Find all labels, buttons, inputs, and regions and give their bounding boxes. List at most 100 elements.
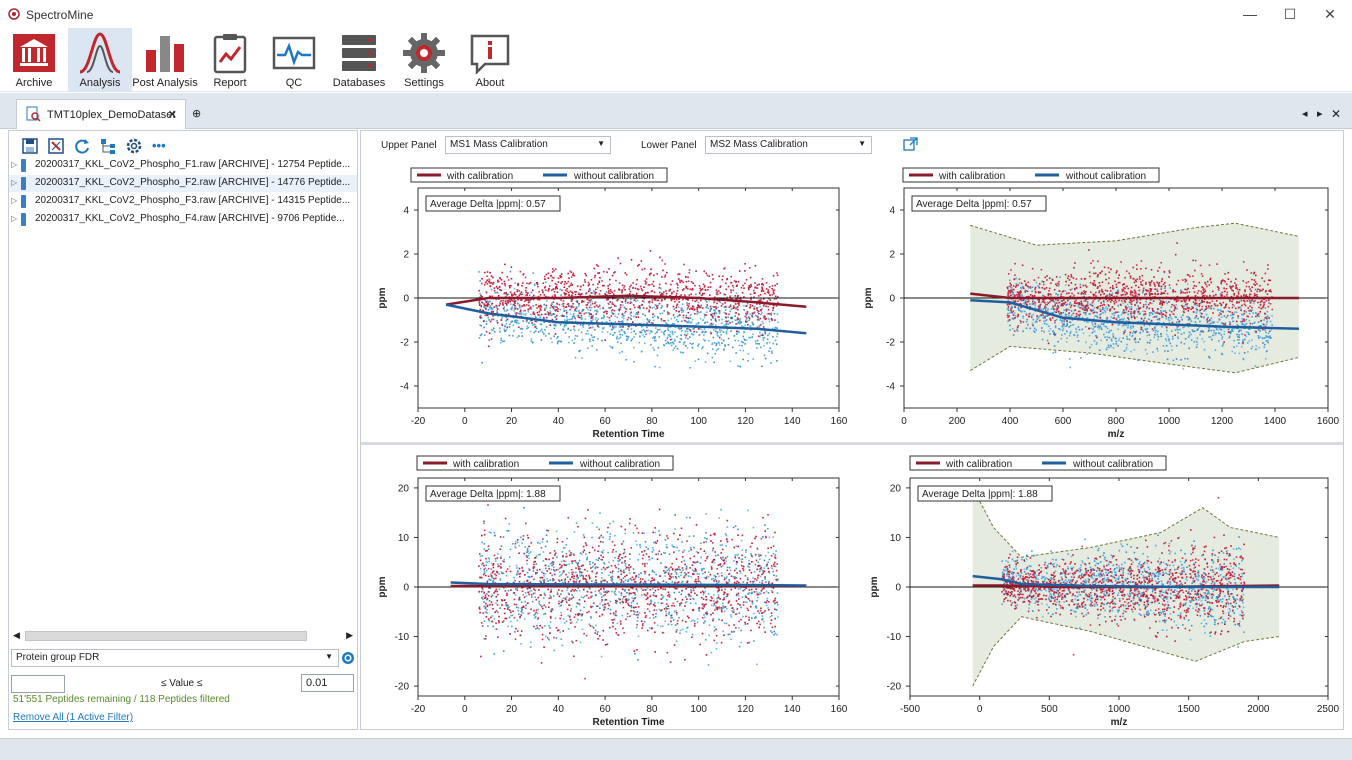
upper-panel-select[interactable]: MS1 Mass Calibration ▼ bbox=[445, 136, 611, 154]
ribbon-report-button[interactable]: Report bbox=[204, 28, 256, 92]
data-point bbox=[1223, 341, 1225, 343]
data-point bbox=[776, 327, 778, 329]
file-list-item[interactable]: ▷ 20200317_KKL_CoV2_Phospho_F4.raw [ARCH… bbox=[9, 211, 357, 228]
data-point bbox=[1026, 295, 1028, 298]
scroll-left-arrow-icon[interactable]: ◀ bbox=[13, 630, 20, 640]
data-point bbox=[774, 319, 776, 321]
data-point bbox=[699, 289, 702, 292]
data-point bbox=[485, 280, 488, 283]
remove-all-filters-link[interactable]: Remove All (1 Active Filter) bbox=[13, 712, 134, 723]
data-point bbox=[483, 304, 486, 307]
raw-file-icon bbox=[21, 177, 26, 190]
data-point bbox=[644, 283, 647, 285]
expand-arrow-icon[interactable]: ▷ bbox=[11, 160, 18, 169]
data-point bbox=[1126, 292, 1128, 294]
data-point bbox=[1078, 316, 1081, 318]
settings-gear-icon[interactable] bbox=[125, 137, 143, 155]
data-point bbox=[1208, 307, 1210, 309]
expand-arrow-icon[interactable]: ▷ bbox=[11, 214, 18, 223]
data-point bbox=[526, 293, 528, 296]
data-point bbox=[742, 581, 745, 583]
tab-close-icon[interactable]: ✕ bbox=[167, 109, 177, 121]
scroll-right-arrow-icon[interactable]: ▶ bbox=[346, 630, 353, 640]
file-list-item[interactable]: ▷ 20200317_KKL_CoV2_Phospho_F1.raw [ARCH… bbox=[9, 157, 357, 174]
data-point bbox=[696, 573, 699, 575]
data-point bbox=[639, 331, 642, 333]
data-point bbox=[1130, 290, 1133, 293]
file-list-item[interactable]: ▷ 20200317_KKL_CoV2_Phospho_F3.raw [ARCH… bbox=[9, 193, 357, 210]
data-point bbox=[1096, 275, 1099, 278]
data-point bbox=[1103, 309, 1106, 312]
data-point bbox=[1068, 279, 1071, 281]
data-point bbox=[565, 313, 568, 315]
data-point bbox=[1106, 322, 1109, 324]
dataset-icon bbox=[26, 106, 41, 122]
data-point bbox=[595, 317, 598, 319]
filter-field-select[interactable]: Protein group FDR ▼ bbox=[11, 649, 339, 667]
ribbon-about-button[interactable]: About bbox=[464, 28, 516, 92]
data-point bbox=[682, 351, 684, 354]
data-point bbox=[618, 330, 621, 332]
data-point bbox=[496, 320, 498, 322]
tab-tmt10plex-demodataset[interactable]: TMT10plex_DemoDataset ✕ bbox=[16, 99, 186, 129]
filter-max-input[interactable]: 0.01 bbox=[301, 674, 354, 692]
data-point bbox=[641, 329, 643, 332]
data-point bbox=[676, 335, 678, 338]
expand-arrow-icon[interactable]: ▷ bbox=[11, 196, 18, 205]
scrollbar-thumb[interactable] bbox=[25, 631, 307, 641]
data-point bbox=[673, 308, 676, 310]
lower-panel-select[interactable]: MS2 Mass Calibration ▼ bbox=[705, 136, 872, 154]
data-point bbox=[706, 321, 709, 324]
data-point bbox=[520, 299, 522, 301]
scroll-right-icon[interactable]: ▸ bbox=[1317, 108, 1323, 120]
data-point bbox=[1271, 308, 1274, 311]
qc-icon bbox=[272, 36, 316, 70]
expand-arrow-icon[interactable]: ▷ bbox=[11, 178, 18, 187]
ribbon-qc-button[interactable]: QC bbox=[268, 28, 320, 92]
more-options-icon[interactable]: ••• bbox=[152, 138, 166, 153]
refresh-icon[interactable] bbox=[73, 137, 91, 155]
ribbon-settings-button[interactable]: Settings bbox=[398, 28, 450, 92]
ribbon-post-analysis-button[interactable]: Post Analysis bbox=[132, 28, 198, 92]
add-tab-icon[interactable]: ⊕ bbox=[192, 108, 202, 120]
horizontal-scrollbar[interactable]: ◀ ▶ bbox=[11, 629, 355, 643]
data-point bbox=[1151, 293, 1154, 295]
data-point bbox=[637, 306, 639, 309]
data-point bbox=[1231, 328, 1233, 331]
close-all-tabs-icon[interactable]: ✕ bbox=[1331, 107, 1342, 121]
ribbon-analysis-button[interactable]: Analysis bbox=[68, 28, 132, 92]
data-point bbox=[751, 313, 754, 316]
data-point bbox=[1093, 317, 1095, 320]
data-point bbox=[1069, 316, 1072, 318]
filter-min-input[interactable] bbox=[11, 675, 65, 693]
data-point bbox=[1068, 334, 1071, 337]
y-tick-label: 4 bbox=[403, 206, 409, 217]
data-point bbox=[1110, 338, 1113, 340]
data-point bbox=[581, 301, 583, 303]
close-button[interactable]: ✕ bbox=[1324, 5, 1336, 22]
minimize-button[interactable]: — bbox=[1243, 6, 1257, 22]
maximize-button[interactable]: ☐ bbox=[1283, 5, 1297, 22]
tree-view-icon[interactable] bbox=[99, 137, 117, 155]
data-point bbox=[1267, 283, 1269, 286]
save-icon[interactable] bbox=[21, 137, 39, 155]
data-point bbox=[749, 307, 751, 309]
data-point bbox=[1068, 312, 1071, 314]
data-point bbox=[1094, 283, 1096, 286]
data-point bbox=[553, 269, 555, 272]
info-icon[interactable] bbox=[341, 651, 355, 665]
data-point bbox=[1186, 303, 1189, 305]
data-point bbox=[485, 292, 488, 294]
export-icon[interactable] bbox=[47, 137, 65, 155]
pop-out-icon[interactable] bbox=[903, 137, 918, 152]
data-point bbox=[624, 532, 626, 535]
data-point bbox=[518, 305, 521, 308]
ribbon-archive-button[interactable]: Archive bbox=[6, 28, 62, 92]
data-point bbox=[562, 315, 564, 317]
data-point bbox=[647, 319, 650, 322]
ribbon-databases-button[interactable]: Databases bbox=[332, 28, 386, 92]
scroll-left-icon[interactable]: ◂ bbox=[1302, 108, 1308, 120]
data-point bbox=[692, 334, 695, 336]
data-point bbox=[484, 567, 487, 569]
file-list-item[interactable]: ▷ 20200317_KKL_CoV2_Phospho_F2.raw [ARCH… bbox=[9, 175, 357, 192]
